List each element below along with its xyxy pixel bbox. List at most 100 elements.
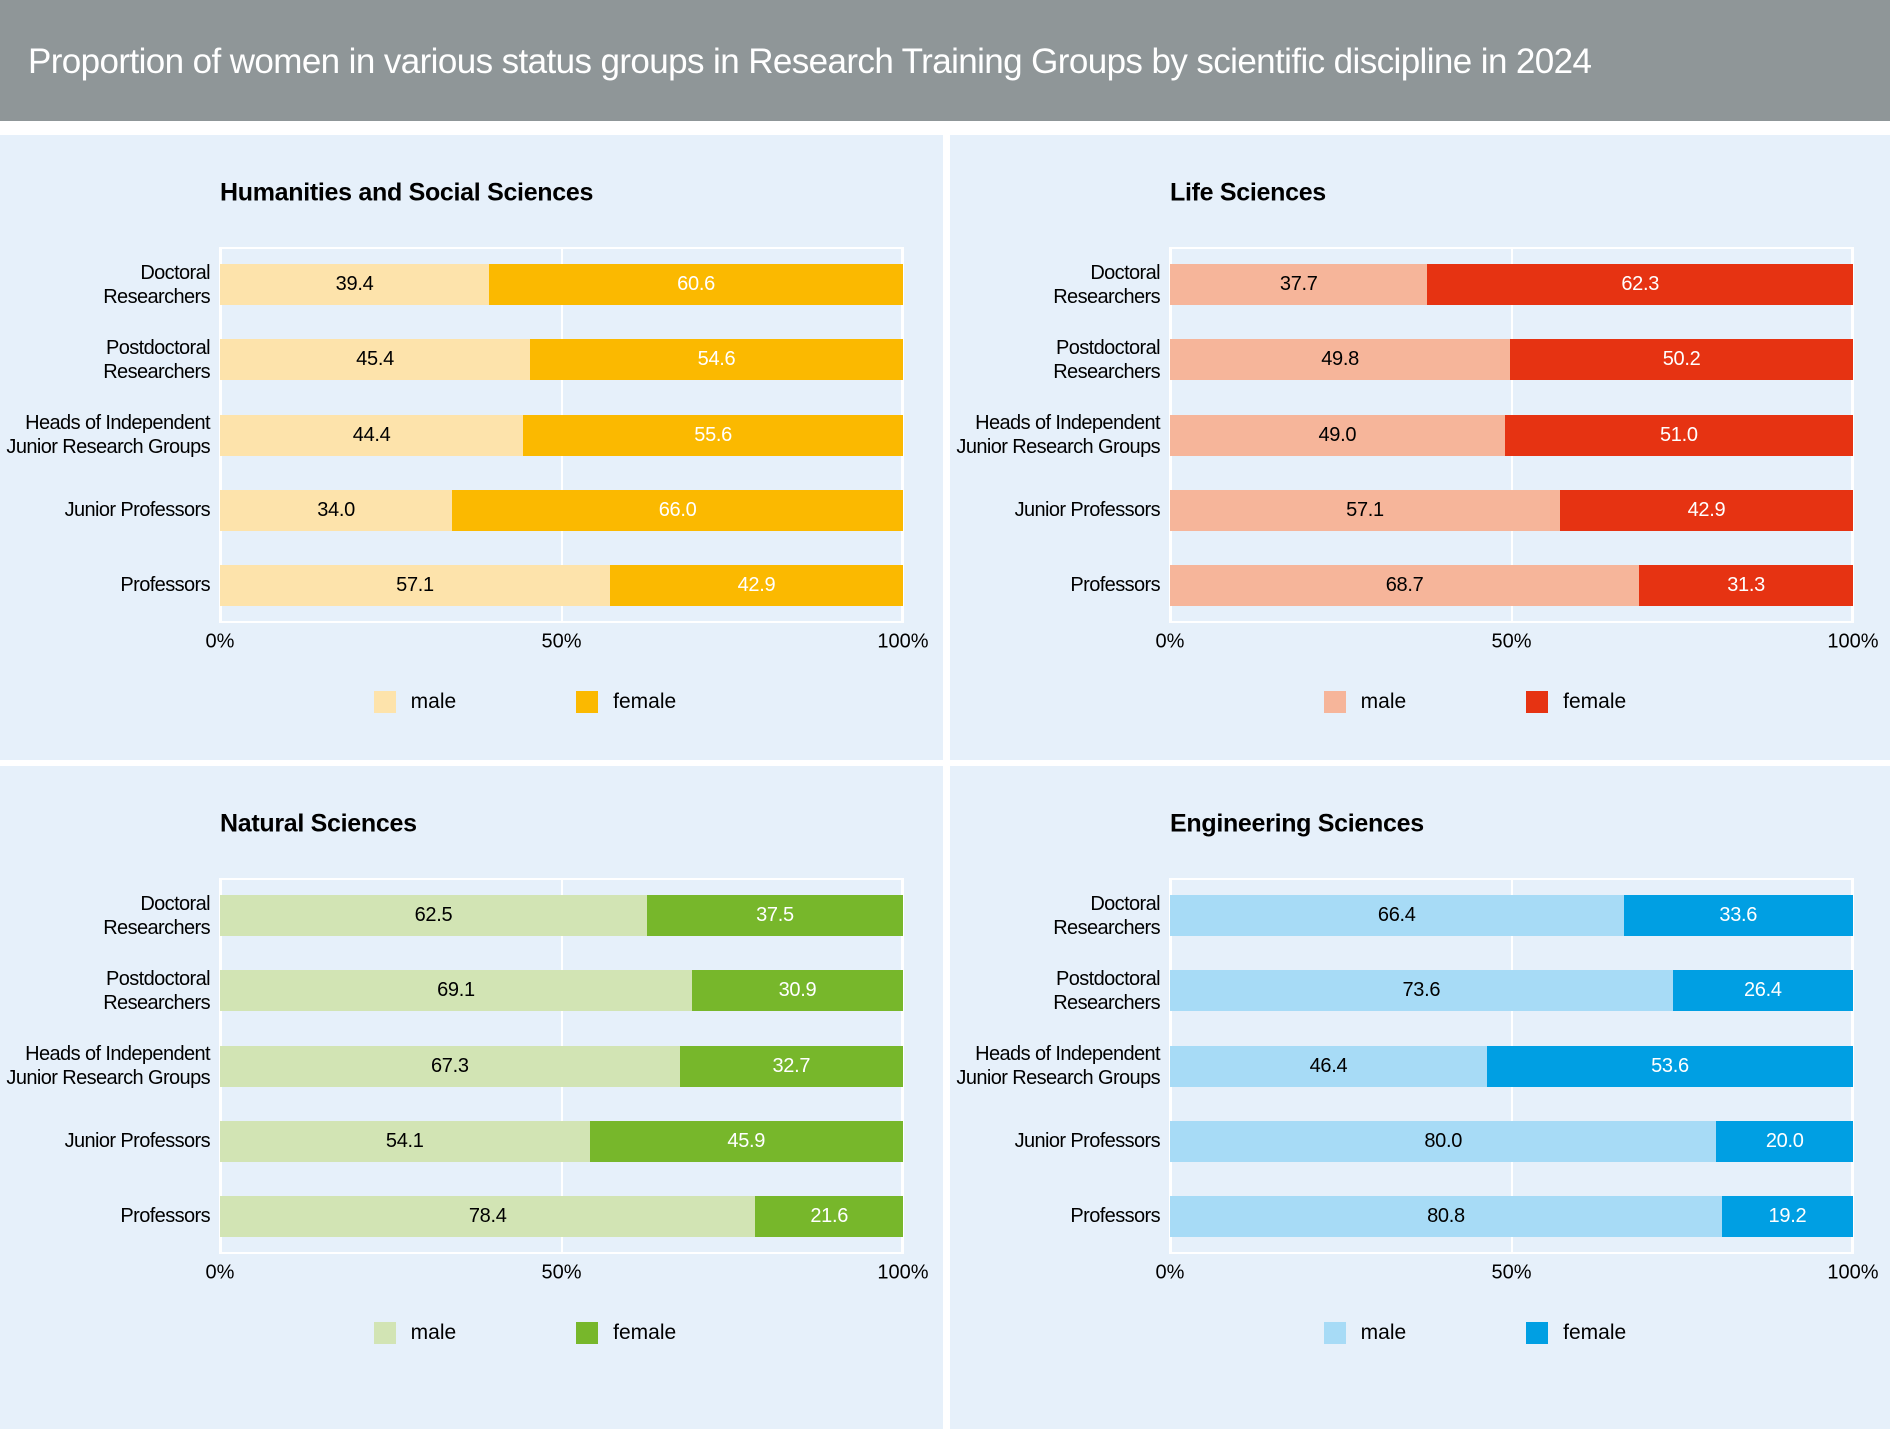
data-label: 39.4 bbox=[335, 273, 374, 296]
data-label: 73.6 bbox=[1402, 979, 1441, 1002]
bar-segment: 57.1 bbox=[1170, 489, 1560, 531]
chart-title: Engineering Sciences bbox=[1170, 809, 1424, 838]
y-tick-label: Doctoral Researchers bbox=[1053, 261, 1160, 308]
bar-segment: 73.6 bbox=[1170, 970, 1673, 1012]
legend-swatch bbox=[576, 1321, 599, 1344]
chart-title: Life Sciences bbox=[1170, 178, 1326, 207]
bar-segment: 26.4 bbox=[1672, 970, 1853, 1012]
data-label: 31.3 bbox=[1727, 573, 1765, 596]
bar-segment: 57.1 bbox=[220, 564, 610, 606]
y-tick-label: Junior Professors bbox=[1014, 499, 1161, 522]
grid-line bbox=[902, 247, 904, 623]
data-label: 37.5 bbox=[756, 904, 794, 927]
data-label: 20.0 bbox=[1765, 1129, 1804, 1152]
legend-label: female bbox=[613, 1320, 677, 1344]
legend-swatch bbox=[1526, 1321, 1549, 1344]
data-label: 50.2 bbox=[1662, 348, 1701, 371]
data-label: 51.0 bbox=[1659, 423, 1698, 446]
header: Proportion of women in various status gr… bbox=[0, 0, 1890, 121]
data-label: 80.0 bbox=[1424, 1129, 1463, 1152]
data-label: 54.1 bbox=[385, 1129, 424, 1152]
data-label: 68.7 bbox=[1385, 573, 1424, 596]
legend-swatch bbox=[373, 690, 396, 713]
bar-segment: 34.0 bbox=[220, 489, 453, 531]
data-label: 32.7 bbox=[772, 1054, 811, 1077]
x-tick-label: 100% bbox=[1827, 1261, 1879, 1284]
data-label: 66.4 bbox=[1377, 904, 1416, 927]
x-tick-label: 100% bbox=[877, 630, 929, 653]
x-tick-label: 0% bbox=[1155, 630, 1185, 653]
grid-line bbox=[1852, 247, 1854, 623]
bar-segment: 49.0 bbox=[1170, 414, 1505, 456]
y-tick-label: Heads of Independent Junior Research Gro… bbox=[6, 412, 210, 458]
y-tick-label: Postdoctoral Researchers bbox=[1053, 336, 1160, 383]
x-tick-label: 50% bbox=[1491, 1261, 1532, 1284]
bar-segment: 69.1 bbox=[220, 970, 692, 1012]
data-label: 49.8 bbox=[1321, 348, 1359, 371]
y-tick-label: Doctoral Researchers bbox=[1053, 892, 1160, 939]
data-label: 46.4 bbox=[1309, 1054, 1348, 1077]
legend-label: female bbox=[613, 689, 677, 713]
data-label: 60.6 bbox=[677, 273, 715, 296]
y-tick-label: Postdoctoral Researchers bbox=[103, 967, 210, 1014]
x-tick-label: 0% bbox=[205, 630, 235, 653]
chart-title: Natural Sciences bbox=[220, 809, 417, 838]
data-label: 37.7 bbox=[1279, 273, 1318, 296]
data-label: 30.9 bbox=[778, 979, 817, 1002]
legend-label: male bbox=[1360, 1320, 1407, 1344]
legend-swatch bbox=[576, 690, 599, 713]
y-tick-label: Heads of Independent Junior Research Gro… bbox=[956, 1043, 1160, 1089]
y-tick-label: Doctoral Researchers bbox=[103, 892, 210, 939]
data-label: 26.4 bbox=[1743, 979, 1782, 1002]
panel: Life Sciences 0% 50% 100% Doctoral Researche… bbox=[950, 135, 1890, 760]
bar-segment: 50.2 bbox=[1510, 339, 1853, 381]
data-label: 57.1 bbox=[1346, 498, 1384, 521]
y-tick-label: Junior Professors bbox=[1014, 1130, 1161, 1153]
legend-swatch bbox=[1323, 690, 1346, 713]
bar-segment: 54.6 bbox=[530, 339, 903, 381]
bar-segment: 53.6 bbox=[1486, 1045, 1853, 1087]
data-label: 67.3 bbox=[430, 1054, 469, 1077]
data-label: 34.0 bbox=[317, 498, 355, 521]
y-tick-label: Professors bbox=[120, 574, 210, 597]
legend-swatch bbox=[1526, 690, 1549, 713]
bar-segment: 54.1 bbox=[220, 1120, 590, 1162]
bar-segment: 44.4 bbox=[220, 414, 524, 456]
data-label: 42.9 bbox=[737, 573, 776, 596]
data-label: 80.8 bbox=[1427, 1204, 1465, 1227]
data-label: 69.1 bbox=[437, 979, 475, 1002]
bar-segment: 33.6 bbox=[1623, 895, 1853, 937]
data-label: 78.4 bbox=[468, 1204, 507, 1227]
panel: Humanities and Social Sciences 0% 50% 100% D… bbox=[0, 135, 943, 760]
legend-label: female bbox=[1563, 689, 1627, 713]
y-tick-label: Professors bbox=[1070, 1205, 1160, 1228]
bar-segment: 78.4 bbox=[220, 1195, 756, 1237]
data-label: 62.5 bbox=[414, 904, 453, 927]
grid-line bbox=[902, 878, 904, 1254]
data-label: 21.6 bbox=[810, 1204, 849, 1227]
bar-segment: 67.3 bbox=[220, 1045, 680, 1087]
y-tick-label: Postdoctoral Researchers bbox=[1053, 967, 1160, 1014]
bar-segment: 60.6 bbox=[489, 264, 903, 306]
bar-segment: 68.7 bbox=[1170, 564, 1640, 606]
bar-segment: 46.4 bbox=[1170, 1045, 1487, 1087]
data-label: 45.4 bbox=[356, 348, 394, 371]
data-label: 45.9 bbox=[727, 1129, 766, 1152]
data-label: 42.9 bbox=[1687, 498, 1726, 521]
legend-swatch bbox=[373, 1321, 396, 1344]
panel: Engineering Sciences 0% 50% 100% Doctoral Re… bbox=[950, 766, 1890, 1429]
x-tick-label: 100% bbox=[877, 1261, 929, 1284]
bar-segment: 31.3 bbox=[1639, 564, 1853, 606]
chart-title: Humanities and Social Sciences bbox=[220, 178, 594, 207]
bar-segment: 62.5 bbox=[220, 895, 647, 937]
legend-swatch bbox=[1323, 1321, 1346, 1344]
bar-segment: 49.8 bbox=[1170, 339, 1511, 381]
data-label: 19.2 bbox=[1768, 1204, 1807, 1227]
bar-segment: 66.0 bbox=[452, 489, 903, 531]
bar-segment: 80.8 bbox=[1170, 1195, 1722, 1237]
grid-line bbox=[1852, 878, 1854, 1254]
bar-segment: 37.5 bbox=[646, 895, 903, 937]
panel: Natural Sciences 0% 50% 100% Doctoral Resear… bbox=[0, 766, 943, 1429]
y-tick-label: Professors bbox=[120, 1205, 210, 1228]
